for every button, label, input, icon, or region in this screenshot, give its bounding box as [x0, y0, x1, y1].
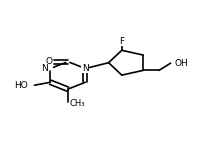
Text: F: F	[119, 37, 124, 46]
Text: N: N	[82, 64, 89, 73]
Text: CH₃: CH₃	[70, 99, 85, 108]
Text: O: O	[45, 57, 52, 66]
Text: OH: OH	[175, 59, 189, 68]
Text: N: N	[42, 64, 48, 73]
Text: HO: HO	[14, 81, 28, 90]
